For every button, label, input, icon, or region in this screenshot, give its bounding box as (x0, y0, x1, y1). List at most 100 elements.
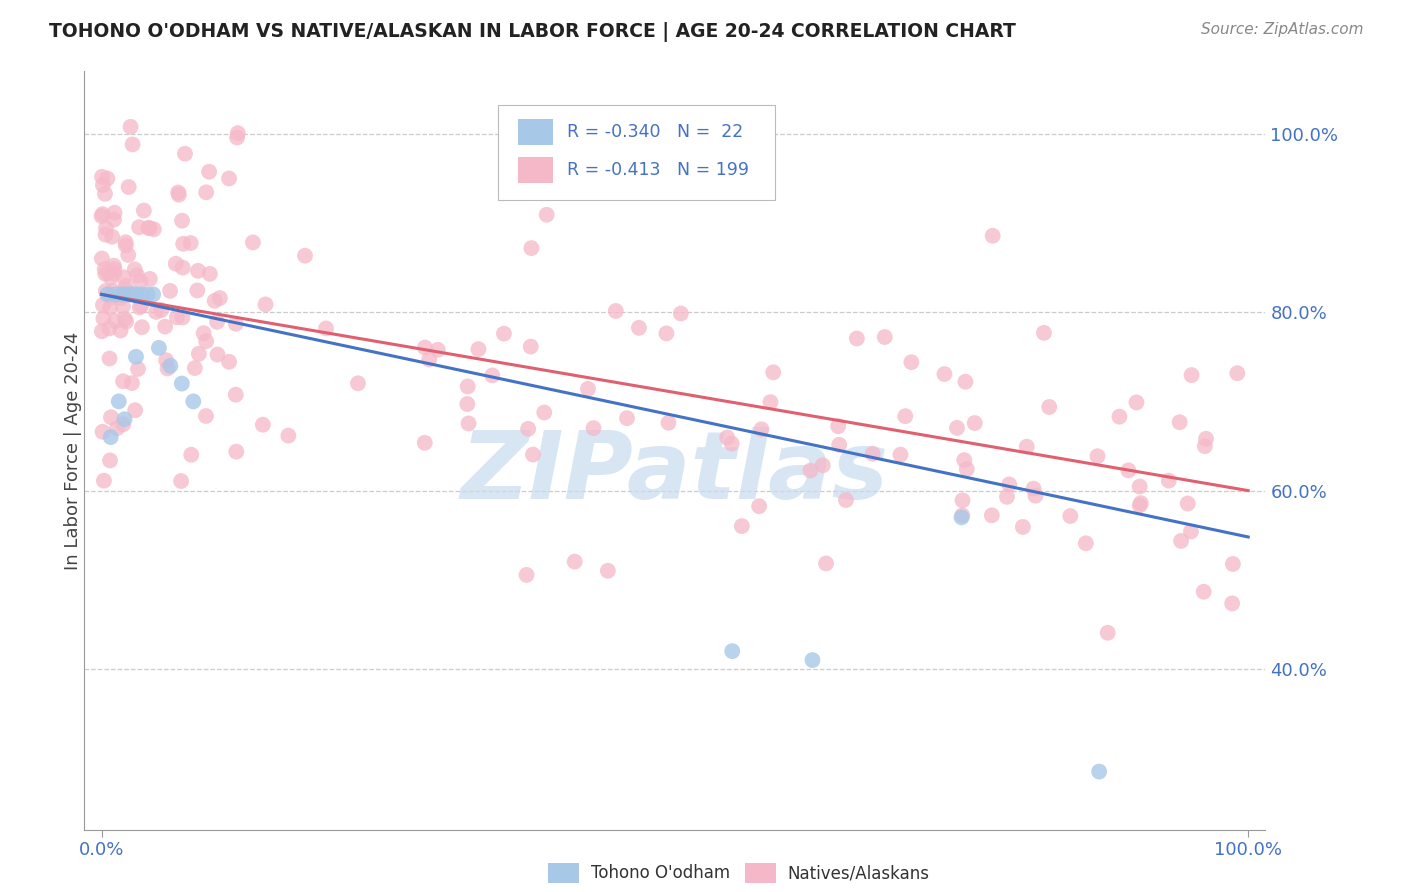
Point (862, 447, 884, 461)
Point (537, 184, 560, 198)
Point (953, 453, 976, 467)
Point (845, 331, 868, 345)
Point (103, 212, 125, 227)
Point (165, 257, 187, 271)
Point (980, 508, 1002, 523)
Point (180, 448, 202, 462)
Text: ZIPatlas: ZIPatlas (461, 427, 889, 519)
Point (799, 464, 821, 478)
Point (294, 249, 316, 263)
Point (1118, 463, 1140, 477)
Point (114, 235, 136, 250)
Point (101, 229, 124, 244)
Point (1157, 474, 1180, 488)
Point (900, 355, 922, 369)
Point (1168, 415, 1191, 429)
Point (889, 448, 911, 462)
Point (1222, 557, 1244, 571)
Point (131, 298, 153, 312)
Point (90, 252, 112, 266)
Point (254, 297, 277, 311)
Point (457, 417, 479, 431)
Point (669, 306, 692, 320)
Point (97, 266, 120, 280)
Point (315, 321, 337, 335)
Point (112, 270, 135, 285)
Point (616, 411, 638, 425)
Point (170, 376, 193, 391)
Point (98, 301, 121, 315)
Point (122, 287, 145, 301)
Point (207, 348, 229, 362)
Point (963, 416, 986, 430)
Point (194, 409, 217, 423)
Y-axis label: In Labor Force | Age 20-24: In Labor Force | Age 20-24 (65, 331, 82, 570)
FancyBboxPatch shape (498, 105, 775, 201)
Point (1015, 440, 1038, 454)
Point (1032, 326, 1054, 340)
Point (96, 171, 118, 186)
Point (93, 474, 115, 488)
Text: Tohono O'odham: Tohono O'odham (591, 864, 730, 882)
Point (720, 436, 742, 450)
Point (186, 284, 208, 298)
Text: R = -0.413   N = 199: R = -0.413 N = 199 (568, 161, 749, 179)
Point (91, 425, 114, 439)
Point (1097, 625, 1119, 640)
Point (120, 287, 142, 301)
Point (952, 493, 974, 508)
Point (1087, 449, 1109, 463)
Point (1011, 520, 1033, 534)
Point (153, 319, 176, 334)
Point (596, 564, 619, 578)
Point (815, 557, 838, 571)
Point (103, 205, 125, 219)
Point (827, 419, 849, 434)
Point (172, 260, 194, 275)
Point (104, 314, 127, 328)
Point (582, 421, 605, 435)
Point (142, 222, 165, 236)
Point (198, 267, 221, 281)
Text: Natives/Alaskans: Natives/Alaskans (787, 864, 929, 882)
Point (1180, 368, 1202, 382)
Point (155, 353, 177, 368)
Point (111, 300, 134, 314)
Point (180, 235, 202, 250)
Point (172, 310, 194, 325)
Point (457, 379, 479, 393)
Point (118, 180, 141, 194)
Point (170, 474, 193, 488)
Point (1022, 482, 1045, 496)
Point (519, 340, 541, 354)
Point (110, 324, 132, 338)
Point (516, 568, 538, 582)
Point (142, 287, 165, 301)
Text: Source: ZipAtlas.com: Source: ZipAtlas.com (1201, 22, 1364, 37)
Point (605, 304, 627, 318)
Point (131, 287, 153, 301)
Point (1125, 395, 1147, 409)
Point (576, 382, 599, 396)
Point (657, 416, 679, 430)
Point (114, 412, 136, 426)
Point (100, 270, 122, 285)
Point (748, 499, 770, 513)
Point (981, 228, 1004, 243)
FancyBboxPatch shape (517, 157, 553, 183)
Point (655, 326, 678, 341)
Point (101, 290, 124, 304)
Point (1129, 496, 1152, 510)
Point (956, 462, 979, 476)
Point (159, 284, 181, 298)
Point (731, 519, 754, 533)
Point (481, 368, 503, 383)
Point (225, 444, 247, 458)
Point (156, 361, 179, 376)
Point (536, 208, 558, 222)
Point (111, 287, 134, 301)
Point (998, 477, 1021, 491)
Point (112, 417, 135, 432)
Point (131, 320, 153, 334)
Point (564, 555, 586, 569)
